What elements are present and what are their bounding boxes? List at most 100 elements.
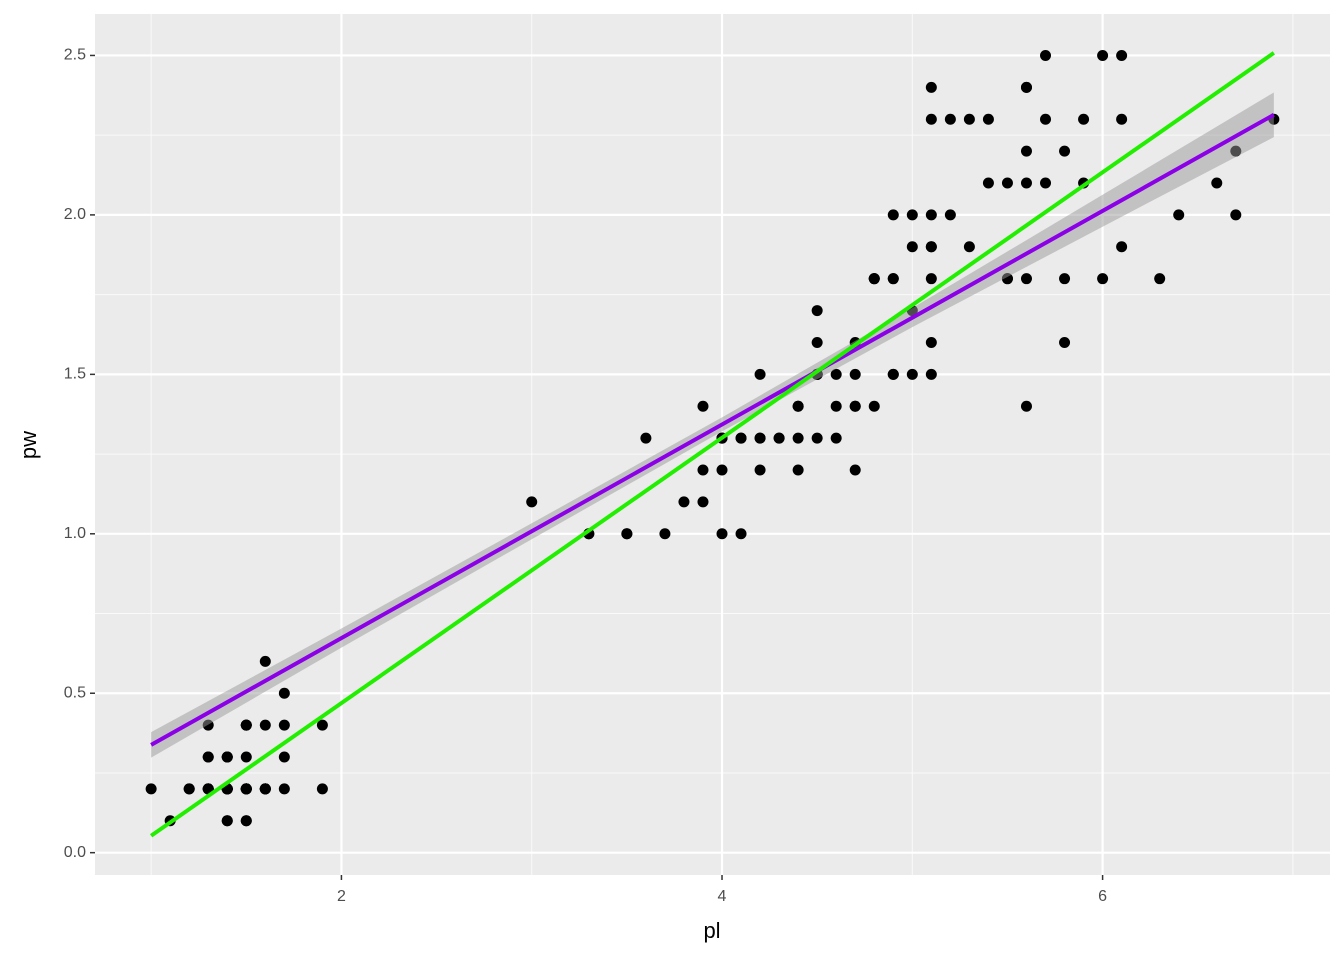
point	[1078, 113, 1090, 125]
point	[640, 432, 652, 444]
point	[1230, 209, 1242, 221]
point	[678, 496, 690, 508]
point	[1059, 336, 1071, 348]
point	[1059, 145, 1071, 157]
point	[659, 528, 671, 540]
confidence-band	[151, 92, 1274, 758]
point	[773, 432, 785, 444]
point	[811, 305, 823, 317]
point	[925, 336, 937, 348]
point	[240, 783, 252, 795]
point	[830, 400, 842, 412]
y-tick-label: 0.5	[64, 684, 86, 701]
point	[259, 719, 271, 731]
y-tick-label: 0.0	[64, 844, 86, 861]
point	[830, 368, 842, 380]
point	[1173, 209, 1185, 221]
point	[278, 719, 290, 731]
point	[849, 368, 861, 380]
point	[221, 815, 233, 827]
point	[1001, 177, 1013, 189]
point	[963, 241, 975, 253]
point	[754, 432, 766, 444]
point	[278, 751, 290, 763]
point	[1211, 177, 1223, 189]
point	[1116, 241, 1128, 253]
fit-line	[150, 113, 1275, 747]
point	[849, 400, 861, 412]
point	[716, 464, 728, 476]
point	[887, 368, 899, 380]
point	[906, 368, 918, 380]
point	[811, 432, 823, 444]
fit-line	[149, 51, 1276, 838]
point	[925, 209, 937, 221]
point	[944, 113, 956, 125]
point	[697, 496, 709, 508]
point	[925, 368, 937, 380]
point	[316, 783, 328, 795]
point	[849, 464, 861, 476]
point	[754, 368, 766, 380]
point	[1020, 177, 1032, 189]
point	[944, 209, 956, 221]
point	[811, 336, 823, 348]
point	[792, 464, 804, 476]
y-axis-title: pw	[16, 431, 41, 459]
point	[1020, 81, 1032, 93]
point	[716, 528, 728, 540]
point	[240, 751, 252, 763]
point	[278, 687, 290, 699]
x-axis-title: pl	[703, 918, 720, 943]
y-tick-label: 1.5	[64, 366, 86, 383]
point	[1020, 273, 1032, 285]
y-tick-label: 1.0	[64, 525, 86, 542]
point	[1097, 49, 1109, 61]
point	[735, 528, 747, 540]
point	[868, 400, 880, 412]
point	[1020, 400, 1032, 412]
point	[925, 113, 937, 125]
point	[792, 400, 804, 412]
point	[259, 783, 271, 795]
point	[887, 273, 899, 285]
point	[697, 464, 709, 476]
point	[1154, 273, 1166, 285]
point	[1040, 177, 1052, 189]
point	[145, 783, 157, 795]
point	[1059, 273, 1071, 285]
point	[1040, 49, 1052, 61]
point	[240, 719, 252, 731]
point	[240, 815, 252, 827]
x-tick-label: 6	[1098, 888, 1107, 905]
point	[906, 241, 918, 253]
y-tick-label: 2.5	[64, 47, 86, 64]
point	[621, 528, 633, 540]
point	[925, 81, 937, 93]
point	[1040, 113, 1052, 125]
point	[925, 273, 937, 285]
point	[1020, 145, 1032, 157]
point	[526, 496, 538, 508]
point	[202, 751, 214, 763]
point	[982, 113, 994, 125]
point	[1116, 49, 1128, 61]
point	[754, 464, 766, 476]
point	[735, 432, 747, 444]
point	[925, 241, 937, 253]
point	[868, 273, 880, 285]
point	[830, 432, 842, 444]
point	[697, 400, 709, 412]
x-tick-label: 2	[337, 888, 346, 905]
point	[278, 783, 290, 795]
point	[221, 751, 233, 763]
point	[316, 719, 328, 731]
y-tick-label: 2.0	[64, 206, 86, 223]
point	[906, 209, 918, 221]
point	[259, 655, 271, 667]
point	[963, 113, 975, 125]
point	[792, 432, 804, 444]
point	[1116, 113, 1128, 125]
